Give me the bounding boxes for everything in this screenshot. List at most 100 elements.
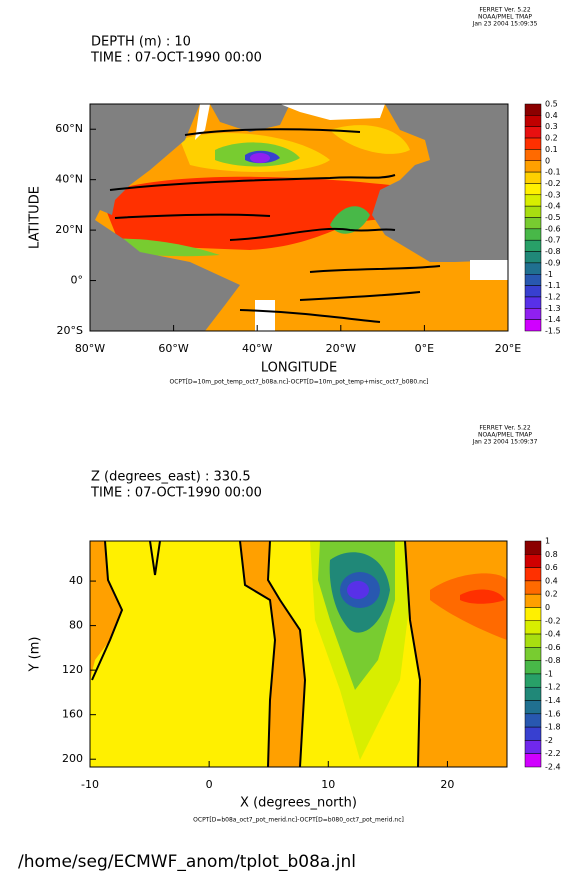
colorbar-box — [524, 274, 542, 286]
ferret-stamp: Jan 23 2004 15:09:37 — [472, 439, 538, 446]
colorbar-label: 0 — [545, 156, 550, 165]
y-tick-label: 40 — [69, 574, 83, 587]
x-axis-label: LONGITUDE — [261, 361, 337, 376]
colorbar-label: -0.4 — [545, 202, 561, 211]
colorbar-label: 0.4 — [545, 111, 558, 120]
y-tick-label: 160 — [62, 708, 83, 721]
colorbar-label: -0.1 — [545, 168, 561, 177]
colorbar-label: -1.8 — [545, 723, 561, 732]
colorbar-label: -0.9 — [545, 258, 561, 267]
y-tick-label: 200 — [62, 752, 83, 765]
colorbar-label: -0.4 — [545, 630, 561, 639]
colorbar-label: -2.2 — [545, 749, 561, 758]
colorbar-box — [524, 740, 542, 754]
colorbar-label: -0.2 — [545, 179, 561, 188]
colorbar-label: -1 — [545, 669, 553, 678]
colorbar-label: -1.6 — [545, 709, 561, 718]
colorbar-box — [524, 686, 542, 701]
colorbar-label: -1.4 — [545, 315, 561, 324]
ferret-stamp: FERRET Ver. 5.22 — [479, 7, 531, 14]
colorbar-box — [524, 753, 542, 768]
colorbar-box — [524, 660, 542, 675]
colorbar-label: -0.6 — [545, 224, 561, 233]
colorbar-box — [524, 673, 542, 688]
colorbar-box — [524, 593, 542, 608]
colorbar-label: -0.8 — [545, 656, 561, 665]
colorbar-label: -0.2 — [545, 616, 561, 625]
colorbar-box — [524, 296, 542, 309]
colorbar-box — [524, 713, 542, 728]
colorbar-label: 0.8 — [545, 550, 558, 559]
colorbar-label: 0.4 — [545, 576, 558, 585]
colorbar-label: -1.1 — [545, 281, 561, 290]
y-tick-label: 0° — [71, 274, 84, 287]
colorbar-box — [524, 149, 542, 161]
colorbar-label: 0.6 — [545, 563, 558, 572]
colorbar-box — [524, 205, 542, 218]
file-note: OCPT[D=b08a_oct7_pot_merid.nc]-OCPT[D=b0… — [193, 817, 404, 824]
colorbar-box — [524, 137, 542, 150]
ferret-stamp: NOAA/PMEL TMAP — [478, 14, 532, 21]
colorbar-label: -0.8 — [545, 247, 561, 256]
y-tick-label: 40°N — [55, 173, 83, 186]
ferret-stamp: NOAA/PMEL TMAP — [478, 432, 532, 439]
colorbar-box — [524, 115, 542, 127]
colorbar-box — [524, 647, 542, 661]
colorbar-box — [524, 580, 542, 595]
plot-frame — [89, 540, 508, 768]
x-tick-label: 20°W — [326, 342, 356, 355]
colorbar-label: -1.4 — [545, 696, 561, 705]
x-tick-label: 0 — [206, 778, 213, 791]
colorbar-label: -1.2 — [545, 292, 561, 301]
colorbar-box — [524, 171, 542, 184]
colorbar-label: -2.4 — [545, 763, 561, 772]
x-tick-label: 20 — [440, 778, 454, 791]
colorbar-box — [524, 183, 542, 196]
colorbar-label: -2 — [545, 736, 553, 745]
colorbar-box — [524, 700, 542, 715]
colorbar-box — [524, 262, 542, 275]
field-map — [90, 104, 508, 331]
colorbar-box — [524, 633, 542, 648]
colorbar-box — [524, 160, 542, 173]
colorbar-label: -0.5 — [545, 213, 561, 222]
colorbar-label: -1.5 — [545, 327, 561, 336]
colorbar-box — [524, 554, 542, 568]
y-tick-label: 60°N — [55, 122, 83, 135]
colorbar-box — [524, 251, 542, 264]
x-tick-label: 60°W — [158, 342, 188, 355]
colorbar-label: 0.5 — [545, 100, 558, 109]
y-axis-label: LATITUDE — [28, 186, 43, 249]
colorbar-box — [524, 308, 542, 320]
colorbar-label: -1 — [545, 270, 553, 279]
x-tick-label: -10 — [81, 778, 99, 791]
ferret-stamp: Jan 23 2004 15:09:35 — [472, 21, 538, 28]
plot-title: Z (degrees_east) : 330.5 — [91, 470, 251, 485]
colorbar-box — [524, 239, 542, 252]
colorbar-box — [524, 620, 542, 635]
y-axis-label: Y (m) — [28, 637, 43, 673]
plot-title: TIME : 07-OCT-1990 00:00 — [90, 51, 262, 66]
colorbar-label: 0.3 — [545, 122, 558, 131]
x-axis-label: X (degrees_north) — [240, 796, 357, 811]
colorbar-box — [524, 540, 542, 555]
colorbar-label: -0.6 — [545, 643, 561, 652]
field-section — [90, 541, 507, 767]
colorbar-box — [524, 567, 542, 582]
ferret-stamp: FERRET Ver. 5.22 — [479, 425, 531, 432]
colorbar-box — [524, 228, 542, 241]
plot-title: TIME : 07-OCT-1990 00:00 — [90, 486, 262, 501]
colorbar-label: 1 — [545, 537, 550, 546]
colorbar-box — [524, 217, 542, 230]
plot-frame — [89, 103, 509, 332]
colorbar-label: 0.2 — [545, 134, 558, 143]
colorbar-label: 0.1 — [545, 145, 558, 154]
y-tick-label: 20°S — [57, 324, 83, 337]
colorbar-box — [524, 285, 542, 298]
y-tick-label: 20°N — [55, 223, 83, 236]
x-tick-label: 80°W — [75, 342, 105, 355]
colorbar-label: -0.7 — [545, 236, 561, 245]
colorbar-label: -0.3 — [545, 190, 561, 199]
colorbar-label: -1.3 — [545, 304, 561, 313]
file-note: OCPT[D=10m_pot_temp_oct7_b08a.nc]-OCPT[D… — [169, 379, 428, 386]
